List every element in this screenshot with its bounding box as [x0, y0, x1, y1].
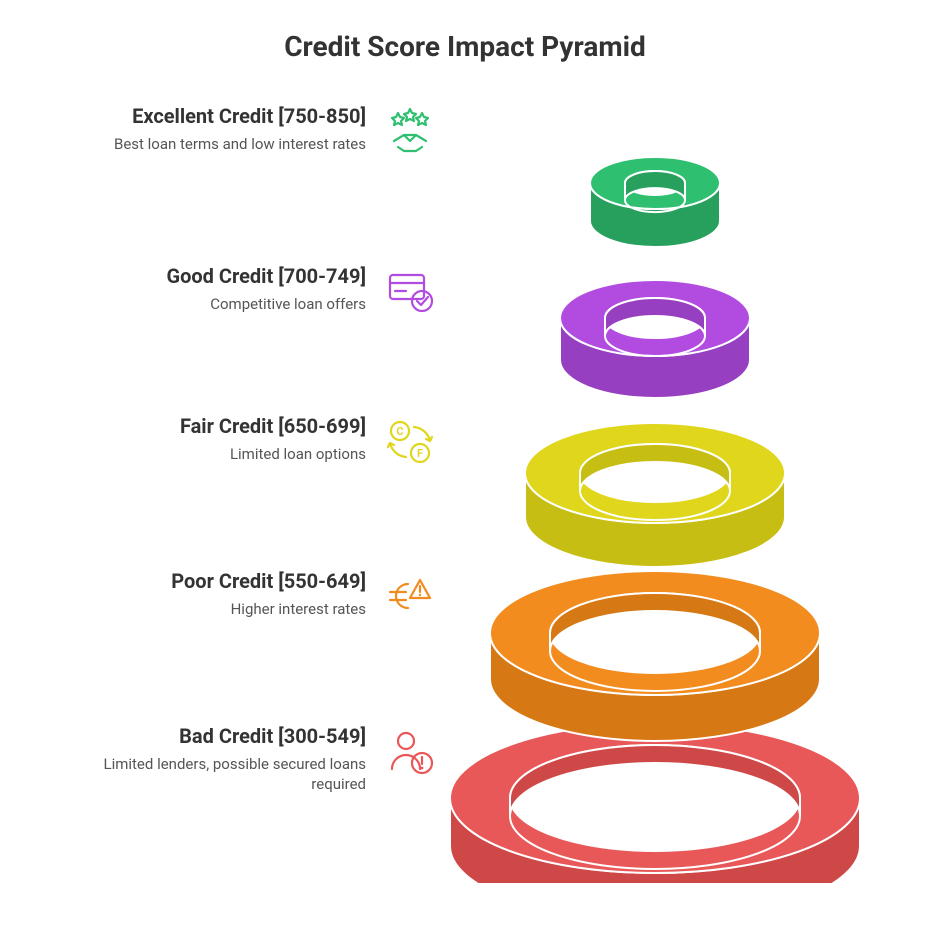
page-title: Credit Score Impact Pyramid: [60, 30, 870, 63]
person-warning-icon: [380, 723, 440, 783]
euro-warning-icon: [380, 568, 440, 628]
stars-handshake-icon: [380, 103, 440, 163]
level-subtitle: Best loan terms and low interest rates: [114, 135, 366, 155]
labels-column: Excellent Credit [750-850] Best loan term…: [60, 103, 440, 863]
label-row: Excellent Credit [750-850] Best loan term…: [60, 103, 440, 233]
label-text: Poor Credit [550-649] Higher interest rat…: [171, 568, 366, 620]
level-subtitle: Competitive loan offers: [166, 295, 366, 315]
label-text: Good Credit [700-749] Competitive loan of…: [166, 263, 366, 315]
ring: [490, 571, 820, 741]
ring: [450, 723, 860, 883]
label-row: Good Credit [700-749] Competitive loan of…: [60, 233, 440, 383]
ring: [590, 157, 720, 247]
label-row: Poor Credit [550-649] Higher interest rat…: [60, 538, 440, 693]
ring: [560, 280, 750, 398]
svg-text:F: F: [417, 447, 423, 460]
svg-text:C: C: [396, 425, 403, 438]
pyramid-svg: [440, 103, 870, 883]
card-check-icon: [380, 263, 440, 323]
level-subtitle: Higher interest rates: [171, 600, 366, 620]
level-title: Fair Credit [650-699]: [180, 413, 366, 439]
level-title: Bad Credit [300-549]: [60, 723, 366, 749]
label-row: Fair Credit [650-699] Limited loan option…: [60, 383, 440, 538]
level-subtitle: Limited lenders, possible secured loans …: [60, 755, 366, 794]
label-text: Bad Credit [300-549] Limited lenders, pos…: [60, 723, 366, 794]
level-subtitle: Limited loan options: [180, 445, 366, 465]
level-title: Good Credit [700-749]: [166, 263, 366, 289]
pyramid-column: [440, 103, 870, 863]
ring: [525, 423, 785, 567]
level-title: Excellent Credit [750-850]: [114, 103, 366, 129]
content-row: Excellent Credit [750-850] Best loan term…: [60, 103, 870, 863]
label-row: Bad Credit [300-549] Limited lenders, pos…: [60, 693, 440, 853]
label-text: Excellent Credit [750-850] Best loan term…: [114, 103, 366, 155]
level-title: Poor Credit [550-649]: [171, 568, 366, 594]
exchange-icon: C F: [380, 413, 440, 473]
label-text: Fair Credit [650-699] Limited loan option…: [180, 413, 366, 465]
